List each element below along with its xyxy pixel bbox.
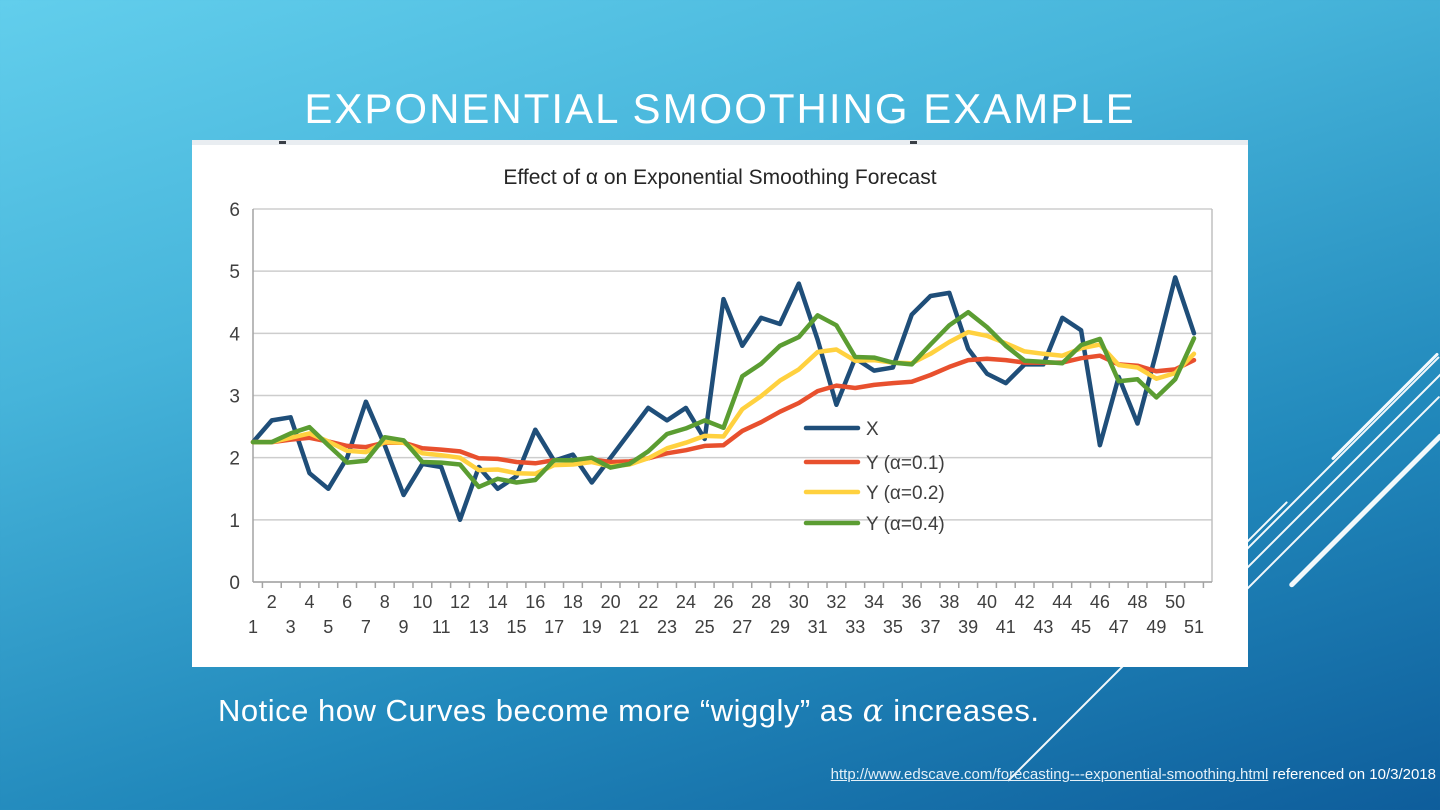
svg-text:42: 42 bbox=[1015, 592, 1035, 612]
svg-text:25: 25 bbox=[695, 617, 715, 637]
svg-text:5: 5 bbox=[229, 262, 240, 283]
caption-alpha-symbol: α bbox=[862, 693, 885, 729]
svg-text:38: 38 bbox=[939, 592, 959, 612]
svg-text:21: 21 bbox=[619, 617, 639, 637]
svg-text:36: 36 bbox=[902, 592, 922, 612]
svg-text:0: 0 bbox=[229, 573, 240, 594]
diagonal-line bbox=[1330, 352, 1440, 461]
svg-text:20: 20 bbox=[601, 592, 621, 612]
chart-panel: Effect of α on Exponential Smoothing For… bbox=[192, 140, 1248, 667]
page-title: EXPONENTIAL SMOOTHING EXAMPLE bbox=[304, 85, 1136, 133]
svg-text:5: 5 bbox=[323, 617, 333, 637]
svg-text:43: 43 bbox=[1033, 617, 1053, 637]
svg-text:24: 24 bbox=[676, 592, 696, 612]
svg-text:4: 4 bbox=[229, 324, 240, 345]
chart-title: Effect of α on Exponential Smoothing For… bbox=[503, 166, 937, 189]
svg-text:29: 29 bbox=[770, 617, 790, 637]
svg-text:41: 41 bbox=[996, 617, 1016, 637]
svg-text:3: 3 bbox=[286, 617, 296, 637]
diagonal-line bbox=[1288, 432, 1440, 589]
svg-text:31: 31 bbox=[808, 617, 828, 637]
footer-reference-text: referenced on 10/3/2018 bbox=[1268, 766, 1436, 783]
svg-text:40: 40 bbox=[977, 592, 997, 612]
svg-text:9: 9 bbox=[399, 617, 409, 637]
svg-text:10: 10 bbox=[412, 592, 432, 612]
svg-text:34: 34 bbox=[864, 592, 884, 612]
diagonal-line bbox=[1230, 371, 1440, 585]
svg-text:1: 1 bbox=[229, 511, 240, 532]
svg-text:16: 16 bbox=[525, 592, 545, 612]
svg-text:Y (α=0.1): Y (α=0.1) bbox=[866, 453, 945, 474]
svg-text:30: 30 bbox=[789, 592, 809, 612]
svg-text:51: 51 bbox=[1184, 617, 1204, 637]
cropped-text-remnant bbox=[910, 141, 917, 144]
svg-text:13: 13 bbox=[469, 617, 489, 637]
svg-text:X: X bbox=[866, 419, 879, 440]
cropped-text-remnant bbox=[279, 141, 286, 144]
svg-text:6: 6 bbox=[342, 592, 352, 612]
svg-text:35: 35 bbox=[883, 617, 903, 637]
source-link[interactable]: http://www.edscave.com/forecasting---exp… bbox=[830, 766, 1269, 783]
svg-text:22: 22 bbox=[638, 592, 658, 612]
svg-text:28: 28 bbox=[751, 592, 771, 612]
svg-text:Y (α=0.2): Y (α=0.2) bbox=[866, 483, 945, 504]
svg-text:49: 49 bbox=[1146, 617, 1166, 637]
caption-after: increases. bbox=[884, 693, 1040, 728]
svg-text:2: 2 bbox=[267, 592, 277, 612]
svg-text:8: 8 bbox=[380, 592, 390, 612]
svg-text:15: 15 bbox=[506, 617, 526, 637]
svg-text:11: 11 bbox=[432, 617, 451, 637]
svg-text:3: 3 bbox=[229, 387, 240, 408]
svg-text:14: 14 bbox=[488, 592, 508, 612]
svg-text:2: 2 bbox=[229, 449, 240, 470]
line-chart: 0123456123456789101112131415161718192021… bbox=[229, 200, 1213, 637]
svg-text:48: 48 bbox=[1128, 592, 1148, 612]
svg-text:39: 39 bbox=[958, 617, 978, 637]
svg-text:32: 32 bbox=[826, 592, 846, 612]
svg-text:4: 4 bbox=[304, 592, 314, 612]
svg-text:23: 23 bbox=[657, 617, 677, 637]
svg-text:12: 12 bbox=[450, 592, 470, 612]
svg-text:7: 7 bbox=[361, 617, 371, 637]
svg-text:Y (α=0.4): Y (α=0.4) bbox=[866, 514, 945, 535]
svg-text:17: 17 bbox=[544, 617, 564, 637]
svg-text:19: 19 bbox=[582, 617, 602, 637]
svg-text:47: 47 bbox=[1109, 617, 1129, 637]
cropped-text-strip bbox=[192, 140, 1248, 145]
diagonal-line bbox=[1237, 395, 1440, 599]
diagonal-line bbox=[1226, 356, 1440, 570]
chart-plot: 0 1 2 3 4 5 6 1 2 3 4 5 6 7 8 9 10 11 12 13 14 15 16 17 18 19 20 21… bbox=[192, 140, 1248, 667]
svg-text:1: 1 bbox=[248, 617, 258, 637]
svg-text:33: 33 bbox=[845, 617, 865, 637]
svg-text:6: 6 bbox=[229, 200, 240, 221]
svg-text:37: 37 bbox=[921, 617, 941, 637]
svg-text:44: 44 bbox=[1052, 592, 1072, 612]
svg-text:26: 26 bbox=[713, 592, 733, 612]
svg-text:27: 27 bbox=[732, 617, 752, 637]
svg-text:46: 46 bbox=[1090, 592, 1110, 612]
svg-text:45: 45 bbox=[1071, 617, 1091, 637]
footer: http://www.edscave.com/forecasting---exp… bbox=[6, 766, 1436, 783]
caption: Notice how Curves become more “wiggly” a… bbox=[218, 693, 1318, 729]
caption-before: Notice how Curves become more “wiggly” a… bbox=[218, 693, 863, 728]
svg-text:18: 18 bbox=[563, 592, 583, 612]
svg-text:50: 50 bbox=[1165, 592, 1185, 612]
